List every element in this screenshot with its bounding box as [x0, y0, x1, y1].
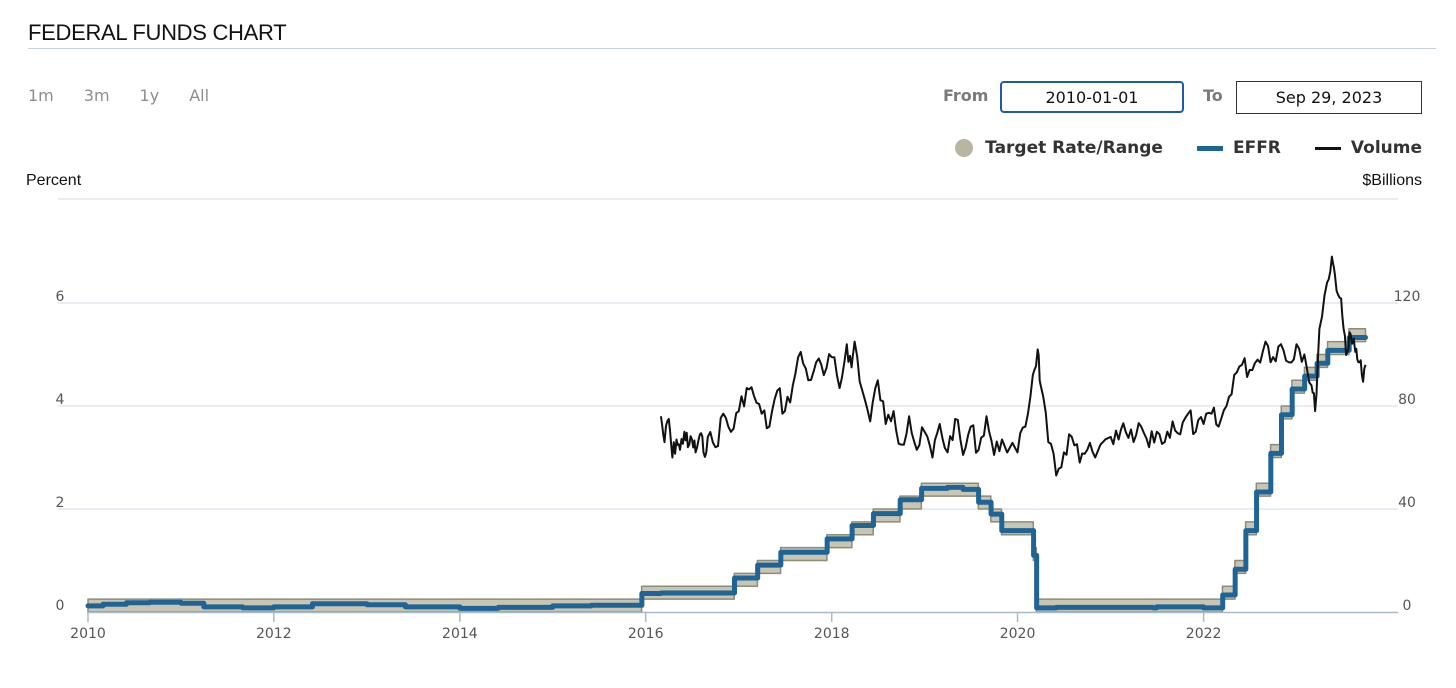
- effr-line: [85, 335, 1368, 611]
- chart-legend: Target Rate/Range EFFR Volume: [921, 138, 1422, 158]
- left-axis-title: Percent: [26, 172, 82, 189]
- from-date-input[interactable]: [1000, 81, 1184, 113]
- from-label: From: [943, 86, 989, 105]
- to-label: To: [1203, 86, 1223, 105]
- right-tick-label: 40: [1398, 495, 1416, 511]
- x-tick-label: 2012: [256, 626, 292, 642]
- legend-item-target-rate[interactable]: Target Rate/Range: [955, 138, 1163, 158]
- range-button-3m[interactable]: 3m: [83, 86, 110, 105]
- range-button-1m[interactable]: 1m: [28, 86, 54, 105]
- legend-label-target-rate: Target Rate/Range: [985, 138, 1163, 158]
- x-tick-label: 2018: [814, 626, 850, 642]
- target-rate-band: [87, 328, 1367, 613]
- left-tick-label: 0: [56, 598, 65, 614]
- right-axis-title: $Billions: [1362, 172, 1422, 189]
- to-date-input[interactable]: [1236, 81, 1422, 114]
- legend-item-effr[interactable]: EFFR: [1196, 138, 1281, 158]
- right-tick-label: 0: [1403, 598, 1412, 614]
- page-title: FEDERAL FUNDS CHART: [28, 20, 287, 45]
- title-divider: [28, 48, 1436, 49]
- range-button-all[interactable]: All: [189, 86, 210, 105]
- legend-swatch-volume: [1314, 146, 1341, 150]
- x-tick-label: 2022: [1186, 626, 1222, 642]
- right-tick-label: 120: [1394, 289, 1421, 305]
- x-tick-label: 2020: [1000, 626, 1036, 642]
- volume-line-layer: [659, 255, 1367, 477]
- effr-line-layer: [85, 335, 1368, 611]
- axes-layer: 0 0 2 40 4 80 6 120 2010 2012 2014 2016 2018 2020 2022: [56, 289, 1421, 642]
- left-tick-label: 4: [56, 392, 65, 408]
- target-rate-band-layer: [87, 328, 1367, 613]
- volume-line: [659, 255, 1367, 477]
- left-tick-label: 2: [56, 495, 65, 511]
- x-tick-label: 2016: [628, 626, 664, 642]
- right-tick-label: 80: [1398, 392, 1416, 408]
- range-selector: 1m 3m 1y All: [28, 86, 239, 105]
- legend-swatch-target-rate: [955, 139, 974, 157]
- legend-label-volume: Volume: [1350, 138, 1422, 158]
- x-tick-label: 2014: [442, 626, 478, 642]
- x-tick-label: 2010: [70, 626, 106, 642]
- range-button-1y[interactable]: 1y: [139, 86, 160, 105]
- legend-swatch-effr: [1196, 145, 1223, 151]
- legend-label-effr: EFFR: [1232, 138, 1281, 158]
- gridlines: [58, 198, 1398, 510]
- left-tick-label: 6: [56, 289, 65, 305]
- legend-item-volume[interactable]: Volume: [1314, 138, 1422, 158]
